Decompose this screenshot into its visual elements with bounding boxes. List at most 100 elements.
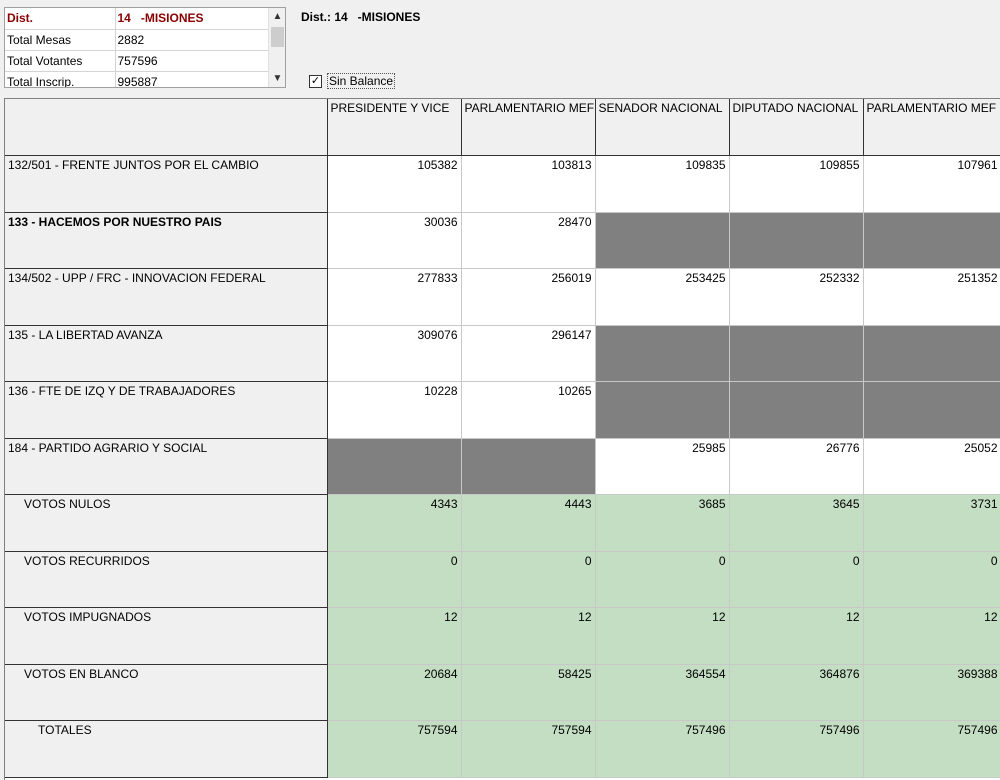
vote-cell[interactable]: 0: [863, 551, 1000, 608]
disabled-cell: [461, 438, 596, 495]
disabled-cell: [729, 325, 864, 382]
vote-cell[interactable]: 103813: [461, 155, 596, 213]
vote-cell[interactable]: 10228: [327, 381, 462, 439]
row-label-text: VOTOS IMPUGNADOS: [24, 610, 152, 624]
info-label: Total Mesas: [5, 29, 116, 51]
vote-cell[interactable]: 0: [327, 551, 462, 608]
vote-cell[interactable]: 26776: [729, 438, 864, 495]
vote-cell[interactable]: 20684: [327, 664, 462, 721]
row-label: 136 - FTE DE IZQ Y DE TRABAJADORES: [5, 381, 328, 439]
checkbox-label: Sin Balance: [327, 73, 396, 89]
vote-cell[interactable]: 58425: [461, 664, 596, 721]
info-value: 2882: [115, 29, 269, 51]
row-label: VOTOS IMPUGNADOS: [5, 607, 328, 665]
row-label-text: 135 - LA LIBERTAD AVANZA: [8, 327, 163, 342]
vote-cell[interactable]: 12: [729, 607, 864, 665]
disabled-cell: [863, 325, 1000, 382]
table-row: 134/502 - UPP / FRC - INNOVACION FEDERAL…: [5, 268, 1000, 326]
row-label: 133 - HACEMOS POR NUESTRO PAIS: [5, 212, 328, 269]
disabled-cell: [595, 381, 730, 439]
info-row-total-votantes[interactable]: Total Votantes 757596: [5, 50, 269, 72]
column-header[interactable]: PARLAMENTARIO MEF: [461, 99, 596, 156]
summary-row: VOTOS EN BLANCO 20684 58425 364554 36487…: [5, 664, 1000, 721]
total-cell[interactable]: 757496: [729, 720, 864, 778]
row-label: TOTALES: [5, 720, 328, 778]
district-info-table: Dist. 14 -MISIONES Total Mesas 2882 Tota…: [5, 8, 269, 87]
vote-cell[interactable]: 309076: [327, 325, 462, 382]
summary-row: VOTOS IMPUGNADOS 12 12 12 12 12: [5, 607, 1000, 665]
vote-cell[interactable]: 3645: [729, 494, 864, 552]
disabled-cell: [729, 381, 864, 439]
vote-cell[interactable]: 4443: [461, 494, 596, 552]
vote-cell[interactable]: 277833: [327, 268, 462, 326]
results-table: PRESIDENTE Y VICE PARLAMENTARIO MEF SENA…: [5, 99, 1000, 778]
disabled-cell: [595, 325, 730, 382]
vote-cell[interactable]: 25052: [863, 438, 1000, 495]
info-value: 14 -MISIONES: [115, 8, 269, 30]
checkbox-check-icon[interactable]: ✓: [309, 74, 322, 88]
info-value: 757596: [115, 50, 269, 72]
vote-cell[interactable]: 28470: [461, 212, 596, 269]
row-label-text: 132/501 - FRENTE JUNTOS POR EL CAMBIO: [8, 158, 259, 172]
vote-cell[interactable]: 0: [461, 551, 596, 608]
info-row-district[interactable]: Dist. 14 -MISIONES: [5, 8, 269, 30]
row-label-text: 133 - HACEMOS POR NUESTRO PAIS: [8, 214, 222, 229]
row-label-text: VOTOS RECURRIDOS: [24, 553, 150, 568]
column-header[interactable]: PRESIDENTE Y VICE: [327, 99, 462, 156]
vote-cell[interactable]: 4343: [327, 494, 462, 552]
vote-cell[interactable]: 107961: [863, 155, 1000, 213]
disabled-cell: [729, 212, 864, 269]
row-label-text: 136 - FTE DE IZQ Y DE TRABAJADORES: [8, 384, 236, 398]
vote-cell[interactable]: 296147: [461, 325, 596, 382]
row-label: 134/502 - UPP / FRC - INNOVACION FEDERAL: [5, 268, 328, 326]
vote-cell[interactable]: 256019: [461, 268, 596, 326]
row-label: 184 - PARTIDO AGRARIO Y SOCIAL: [5, 438, 328, 495]
vote-cell[interactable]: 12: [327, 607, 462, 665]
table-row: 132/501 - FRENTE JUNTOS POR EL CAMBIO 10…: [5, 155, 1000, 213]
summary-row: VOTOS RECURRIDOS 0 0 0 0 0: [5, 551, 1000, 608]
column-header[interactable]: DIPUTADO NACIONAL: [729, 99, 864, 156]
table-row: 136 - FTE DE IZQ Y DE TRABAJADORES 10228…: [5, 381, 1000, 439]
sin-balance-checkbox[interactable]: ✓ Sin Balance: [309, 73, 396, 89]
vote-cell[interactable]: 109855: [729, 155, 864, 213]
scroll-down-icon[interactable]: ▼: [272, 73, 283, 84]
vote-cell[interactable]: 364554: [595, 664, 730, 721]
column-header[interactable]: PARLAMENTARIO MEF: [863, 99, 1000, 156]
info-row-total-mesas[interactable]: Total Mesas 2882: [5, 29, 269, 51]
row-label: 132/501 - FRENTE JUNTOS POR EL CAMBIO: [5, 155, 328, 213]
total-cell[interactable]: 757594: [327, 720, 462, 778]
scroll-up-icon[interactable]: ▲: [272, 11, 283, 22]
row-label: VOTOS RECURRIDOS: [5, 551, 328, 608]
vote-cell[interactable]: 0: [729, 551, 864, 608]
vote-cell[interactable]: 12: [461, 607, 596, 665]
disabled-cell: [863, 381, 1000, 439]
table-row: 184 - PARTIDO AGRARIO Y SOCIAL 25985 267…: [5, 438, 1000, 495]
vote-cell[interactable]: 364876: [729, 664, 864, 721]
results-grid[interactable]: PRESIDENTE Y VICE PARLAMENTARIO MEF SENA…: [4, 98, 1000, 780]
vote-cell[interactable]: 105382: [327, 155, 462, 213]
vote-cell[interactable]: 3731: [863, 494, 1000, 552]
total-cell[interactable]: 757496: [863, 720, 1000, 778]
vote-cell[interactable]: 12: [863, 607, 1000, 665]
column-header[interactable]: SENADOR NACIONAL: [595, 99, 730, 156]
row-label-text: TOTALES: [38, 723, 92, 737]
vote-cell[interactable]: 251352: [863, 268, 1000, 326]
vote-cell[interactable]: 252332: [729, 268, 864, 326]
vote-cell[interactable]: 10265: [461, 381, 596, 439]
info-scrollbar[interactable]: ▲ ▼: [268, 8, 285, 87]
vote-cell[interactable]: 25985: [595, 438, 730, 495]
district-info-list[interactable]: Dist. 14 -MISIONES Total Mesas 2882 Tota…: [4, 7, 286, 88]
vote-cell[interactable]: 253425: [595, 268, 730, 326]
vote-cell[interactable]: 109835: [595, 155, 730, 213]
total-cell[interactable]: 757496: [595, 720, 730, 778]
vote-cell[interactable]: 0: [595, 551, 730, 608]
total-cell[interactable]: 757594: [461, 720, 596, 778]
info-row-total-inscriptos[interactable]: Total Inscrip. 995887: [5, 71, 269, 87]
vote-cell[interactable]: 369388: [863, 664, 1000, 721]
info-label: Dist.: [5, 8, 116, 30]
vote-cell[interactable]: 3685: [595, 494, 730, 552]
scroll-thumb[interactable]: [271, 27, 284, 47]
vote-cell[interactable]: 30036: [327, 212, 462, 269]
vote-cell[interactable]: 12: [595, 607, 730, 665]
info-value: 995887: [115, 71, 269, 87]
